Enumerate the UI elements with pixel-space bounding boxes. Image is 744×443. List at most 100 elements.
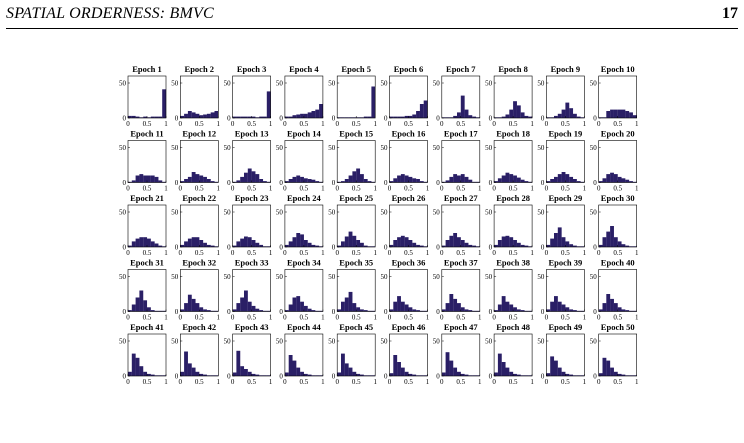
histogram-bar — [367, 310, 372, 312]
histogram-panel: Epoch 12 0 0.5 1 0 50 — [171, 129, 220, 193]
histogram-bar — [629, 112, 633, 118]
histogram-panel: Epoch 20 0 0.5 1 0 50 — [590, 129, 639, 193]
x-tick-label: 0 — [545, 314, 549, 322]
histogram-bar — [311, 111, 316, 118]
x-tick-label: 0 — [440, 314, 444, 322]
histogram-bar — [509, 237, 514, 247]
histogram-bar — [259, 310, 264, 312]
histogram-bar — [501, 296, 506, 312]
histogram-bar — [617, 241, 622, 247]
x-tick-label: 0 — [492, 314, 496, 322]
histogram-bar — [199, 307, 204, 312]
histogram-bar — [598, 373, 603, 376]
histogram-bar — [550, 179, 555, 183]
histogram-bar — [554, 115, 558, 118]
histogram-bar — [263, 310, 267, 312]
histogram-bar — [337, 309, 342, 312]
x-tick-label: 1 — [164, 120, 168, 128]
x-tick-label: 0 — [179, 120, 183, 128]
histogram-bar — [476, 310, 480, 312]
panel-title: Epoch 41 — [130, 322, 164, 332]
y-tick-label: 50 — [537, 209, 545, 217]
x-tick-label: 0.5 — [509, 378, 518, 386]
y-tick-label: 0 — [227, 115, 231, 123]
panel-title: Epoch 36 — [392, 258, 426, 268]
histogram-bar — [352, 303, 357, 312]
y-tick-label: 50 — [381, 273, 389, 281]
histogram-bar — [580, 246, 585, 247]
x-tick-label: 1 — [217, 120, 221, 128]
histogram-bar — [128, 181, 132, 183]
panel-title: Epoch 14 — [287, 129, 322, 139]
x-tick-label: 0.5 — [143, 185, 152, 193]
y-tick-label: 50 — [119, 80, 127, 88]
histogram-bar — [247, 168, 252, 183]
x-tick-label: 0 — [283, 249, 287, 257]
histogram-panel: Epoch 24 0 0.5 1 0 50 — [276, 193, 325, 257]
y-tick-label: 0 — [436, 179, 440, 187]
histogram-bar — [303, 305, 308, 312]
x-tick-label: 0 — [335, 378, 339, 386]
histogram-bar — [565, 307, 570, 312]
x-tick-label: 0.5 — [613, 249, 622, 257]
y-tick-label: 50 — [433, 273, 441, 281]
histogram-bar — [356, 240, 361, 247]
histogram-bar — [232, 181, 237, 183]
histogram-bar — [468, 179, 473, 183]
histogram-bar — [158, 116, 163, 118]
panel-title: Epoch 15 — [339, 129, 373, 139]
histogram-bar — [400, 301, 405, 312]
histogram-bar — [292, 237, 297, 247]
histogram-bar — [520, 310, 525, 312]
histogram-bar — [513, 307, 517, 312]
histogram-bar — [296, 296, 301, 312]
x-tick-label: 0 — [231, 185, 235, 193]
x-tick-label: 0 — [545, 378, 549, 386]
histogram-bar — [143, 300, 148, 312]
histogram-bar — [288, 355, 293, 376]
histogram-bar — [187, 238, 192, 247]
histogram-bar — [251, 305, 256, 312]
panel-title: Epoch 31 — [130, 258, 164, 268]
histogram-panel: Epoch 49 0 0.5 1 0 50 — [537, 322, 586, 386]
histogram-bar — [610, 226, 614, 247]
histogram-bar — [412, 309, 417, 312]
x-tick-label: 1 — [217, 314, 221, 322]
histogram-bar — [315, 245, 320, 247]
histogram-bar — [610, 298, 614, 312]
histogram-bar — [397, 175, 401, 183]
histogram-bar — [206, 179, 211, 183]
histogram-bar — [569, 309, 574, 312]
x-tick-label: 0.5 — [300, 185, 309, 193]
histogram-bar — [389, 309, 394, 312]
x-tick-label: 0.5 — [404, 314, 413, 322]
histogram-bar — [468, 115, 473, 118]
histogram-bar — [520, 375, 525, 376]
histogram-bar — [460, 373, 465, 376]
histogram-bar — [528, 310, 533, 312]
histogram-bar — [505, 367, 510, 376]
histogram-bar — [263, 116, 267, 118]
histogram-bar — [449, 117, 454, 118]
histogram-bar — [184, 303, 188, 312]
histogram-bar — [389, 373, 394, 376]
y-tick-label: 0 — [279, 373, 283, 381]
histogram-bar — [408, 240, 413, 247]
histogram-bar — [147, 117, 151, 118]
x-tick-label: 1 — [164, 249, 168, 257]
histogram-bar — [423, 100, 428, 118]
histogram-bar — [266, 375, 271, 376]
histogram-bar — [617, 373, 622, 376]
panel-title: Epoch 8 — [498, 64, 528, 74]
y-tick-label: 0 — [332, 244, 336, 252]
histogram-bar — [606, 231, 611, 247]
histogram-bar — [408, 115, 413, 118]
histogram-bar — [445, 180, 450, 183]
histogram-bar — [363, 116, 368, 118]
x-tick-label: 1 — [321, 120, 325, 128]
y-tick-label: 0 — [436, 373, 440, 381]
histogram-bar — [203, 114, 207, 118]
histogram-bar — [135, 297, 140, 312]
histogram-bar — [419, 104, 424, 118]
histogram-panel: Epoch 36 0 0.5 1 0 50 — [381, 258, 430, 322]
